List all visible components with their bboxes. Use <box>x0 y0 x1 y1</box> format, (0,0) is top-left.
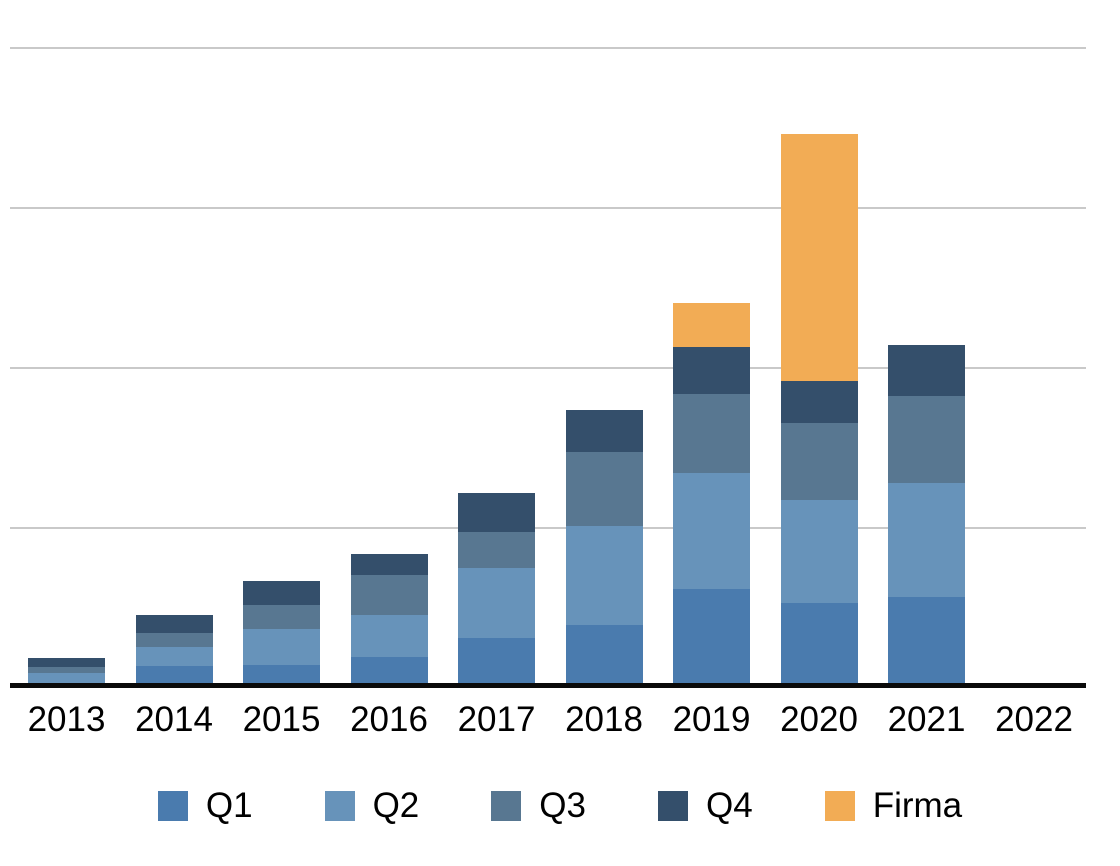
legend-item-q4[interactable]: Q4 <box>657 785 753 826</box>
gridline <box>10 47 1086 49</box>
bar-segment-2014-q4[interactable] <box>135 615 213 633</box>
bar-segment-2015-q2[interactable] <box>243 629 320 665</box>
bar-segment-2019-q1[interactable] <box>673 589 750 686</box>
bar-segment-2021-q2[interactable] <box>888 483 965 597</box>
x-tick-label-2013: 2013 <box>27 700 106 739</box>
bar-segment-2021-q3[interactable] <box>888 396 965 483</box>
x-tick-label-2016: 2016 <box>350 700 428 739</box>
bar-segment-2020-firma[interactable] <box>780 134 858 381</box>
bar-segment-2014-q2[interactable] <box>135 647 213 666</box>
legend-item-q2[interactable]: Q2 <box>324 785 420 826</box>
x-tick-label-2018: 2018 <box>565 700 643 739</box>
bar-segment-2016-q1[interactable] <box>350 657 428 686</box>
bar-segment-2013-q2[interactable] <box>28 673 105 683</box>
legend-item-q3[interactable]: Q3 <box>491 786 586 826</box>
bar-segment-2015-q1[interactable] <box>243 665 320 686</box>
bar-segment-2015-q4[interactable] <box>243 581 320 605</box>
bar-segment-2017-q2[interactable] <box>458 568 535 638</box>
x-tick-label-2020: 2020 <box>780 700 858 739</box>
x-tick-label-2022: 2022 <box>995 700 1073 739</box>
bar-segment-2019-firma[interactable] <box>673 303 750 347</box>
bar-segment-2018-q4[interactable] <box>565 410 643 452</box>
gridline <box>10 207 1086 209</box>
legend-swatch-q2 <box>324 791 355 821</box>
legend: Q1 Q2 Q3 Q4 Firma <box>0 781 1120 831</box>
x-tick-label-2019: 2019 <box>672 700 751 739</box>
bar-segment-2018-q1[interactable] <box>565 625 643 686</box>
legend-item-firma[interactable]: Firma <box>824 785 963 826</box>
bar-segment-2015-q3[interactable] <box>243 605 320 629</box>
bar-segment-2016-q2[interactable] <box>350 615 428 657</box>
x-tick-label-2014: 2014 <box>135 700 213 739</box>
legend-label-q2: Q2 <box>372 785 420 825</box>
legend-item-q1[interactable]: Q1 <box>157 785 253 826</box>
bar-segment-2014-q1[interactable] <box>135 666 213 686</box>
bar-segment-2013-q3[interactable] <box>28 667 105 673</box>
x-tick-label-2021: 2021 <box>887 700 966 739</box>
bar-segment-2021-q1[interactable] <box>888 597 965 686</box>
legend-swatch-firma <box>824 791 855 821</box>
gridline <box>10 367 1086 369</box>
bar-segment-2016-q3[interactable] <box>350 575 428 615</box>
bar-segment-2020-q1[interactable] <box>780 603 858 686</box>
bar-segment-2017-q1[interactable] <box>458 638 535 686</box>
x-axis-line <box>10 683 1086 688</box>
bar-segment-2019-q4[interactable] <box>673 347 750 394</box>
legend-label-q3: Q3 <box>539 785 586 825</box>
bar-segment-2017-q4[interactable] <box>458 493 535 532</box>
bar-segment-2020-q3[interactable] <box>780 423 858 500</box>
bar-segment-2018-q2[interactable] <box>565 526 643 625</box>
x-tick-label-2017: 2017 <box>457 700 536 739</box>
legend-swatch-q3 <box>491 791 522 821</box>
bar-segment-2019-q2[interactable] <box>673 473 750 589</box>
bar-segment-2021-q4[interactable] <box>888 345 965 396</box>
x-tick-label-2015: 2015 <box>242 700 321 739</box>
legend-swatch-q1 <box>157 791 188 821</box>
bar-segment-2014-q3[interactable] <box>135 633 213 647</box>
bar-segment-2020-q4[interactable] <box>780 381 858 423</box>
legend-label-q1: Q1 <box>205 785 253 825</box>
legend-label-q4: Q4 <box>705 785 753 825</box>
legend-label-firma: Firma <box>872 785 963 825</box>
bar-segment-2017-q3[interactable] <box>458 532 535 568</box>
bar-segment-2019-q3[interactable] <box>673 394 750 473</box>
bar-segment-2016-q4[interactable] <box>350 554 428 575</box>
bar-segment-2013-q4[interactable] <box>28 658 105 667</box>
legend-swatch-q4 <box>657 791 688 821</box>
gridline <box>10 527 1086 529</box>
bar-segment-2018-q3[interactable] <box>565 452 643 526</box>
bar-segment-2020-q2[interactable] <box>780 500 858 603</box>
